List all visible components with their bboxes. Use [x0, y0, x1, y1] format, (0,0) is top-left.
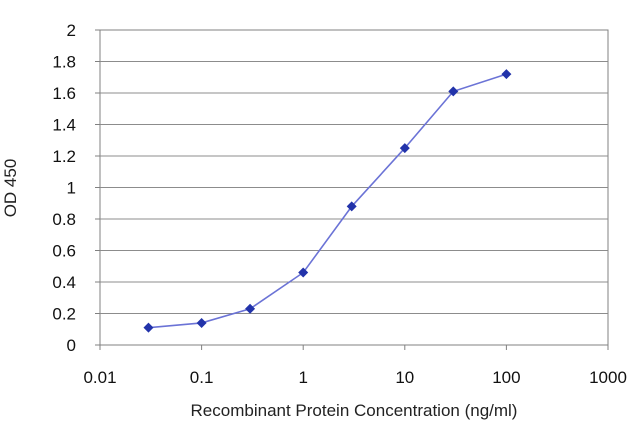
series-line [148, 73, 507, 329]
x-tick-label: 10 [395, 368, 414, 387]
data-point [399, 143, 410, 154]
data-point [448, 86, 459, 97]
data-point [245, 303, 256, 314]
y-axis-ticks: 0 0.2 0.4 0.6 0.8 1 1.2 1.4 1.6 1.8 2 [52, 21, 100, 355]
y-tick-label: 0.4 [52, 273, 76, 292]
y-tick-label: 1 [67, 179, 76, 198]
x-tick-label: 1 [298, 368, 307, 387]
data-point [196, 317, 207, 328]
y-tick-label: 1.4 [52, 116, 76, 135]
y-tick-label: 1.8 [52, 53, 76, 72]
y-tick-label: 2 [67, 21, 76, 40]
x-tick-label: 0.01 [83, 368, 116, 387]
y-tick-label: 0.8 [52, 210, 76, 229]
y-tick-label: 0.6 [52, 242, 76, 261]
y-axis-title: OD 450 [1, 159, 20, 218]
y-tick-label: 1.2 [52, 147, 76, 166]
data-point [346, 201, 357, 212]
x-axis-title: Recombinant Protein Concentration (ng/ml… [191, 401, 518, 420]
data-point [143, 322, 154, 333]
gridlines [100, 61, 608, 314]
series-group [143, 69, 512, 333]
x-tick-label: 100 [492, 368, 520, 387]
x-tick-label: 1000 [589, 368, 627, 387]
x-tick-label: 0.1 [190, 368, 214, 387]
y-tick-label: 0 [67, 336, 76, 355]
data-point [501, 69, 512, 80]
x-axis-ticks: 0.01 0.1 1 10 100 1000 [83, 345, 627, 387]
data-point [298, 267, 309, 278]
y-tick-label: 1.6 [52, 84, 76, 103]
y-tick-label: 0.2 [52, 305, 76, 324]
